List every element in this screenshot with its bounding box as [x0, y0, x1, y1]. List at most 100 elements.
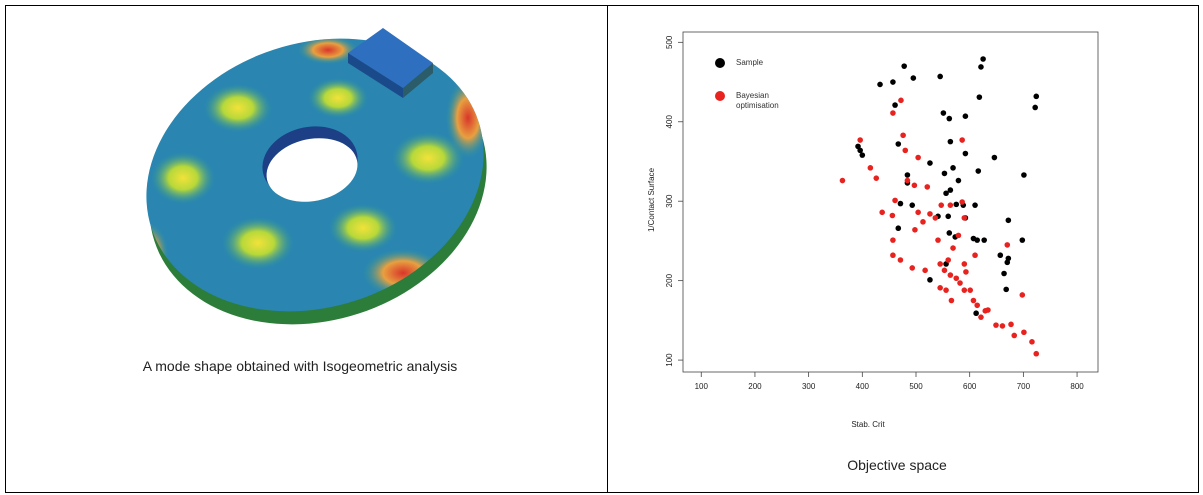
point: [1000, 323, 1006, 329]
point: [898, 98, 904, 104]
point: [1020, 237, 1026, 243]
point: [1032, 105, 1038, 111]
point: [868, 165, 874, 171]
point: [912, 183, 918, 189]
point: [901, 63, 907, 69]
x-tick-label: 700: [1017, 382, 1031, 391]
point: [997, 252, 1003, 258]
point: [948, 139, 954, 145]
x-tick-label: 400: [856, 382, 870, 391]
point: [963, 269, 969, 275]
point: [912, 227, 918, 233]
point: [972, 202, 978, 208]
point: [974, 302, 980, 308]
point: [902, 148, 908, 154]
image-caption: A mode shape obtained with Isogeometric …: [143, 358, 457, 374]
y-tick-label: 300: [665, 194, 674, 208]
point: [1008, 322, 1014, 328]
point: [953, 275, 959, 281]
point: [971, 236, 977, 242]
point: [1003, 287, 1009, 293]
point: [963, 151, 969, 157]
y-tick-label: 400: [665, 115, 674, 129]
point: [1029, 339, 1035, 345]
x-axis-label: Stab. Crit: [851, 420, 885, 429]
legend-label: Sample: [736, 58, 796, 68]
point: [971, 298, 977, 304]
point: [937, 285, 943, 291]
point: [924, 184, 930, 190]
point: [981, 237, 987, 243]
point: [946, 230, 952, 236]
point: [935, 237, 941, 243]
point: [937, 261, 943, 267]
point: [942, 171, 948, 177]
point: [1011, 333, 1017, 339]
point: [911, 75, 917, 81]
point: [933, 215, 939, 221]
point: [985, 307, 991, 313]
point: [959, 199, 965, 205]
point: [922, 268, 928, 274]
point: [927, 211, 933, 217]
x-tick-label: 200: [748, 382, 762, 391]
x-tick-label: 800: [1070, 382, 1084, 391]
point: [977, 94, 983, 100]
point: [909, 265, 915, 271]
point: [959, 137, 965, 143]
point: [962, 215, 968, 221]
point: [860, 152, 866, 158]
point: [942, 268, 948, 274]
point: [972, 252, 978, 258]
point: [890, 110, 896, 116]
point: [927, 277, 933, 283]
point: [1033, 351, 1039, 357]
point: [956, 178, 962, 184]
point: [1006, 256, 1012, 262]
point: [948, 187, 954, 193]
point: [892, 198, 898, 204]
point: [1006, 217, 1012, 223]
point: [950, 245, 956, 251]
point: [978, 64, 984, 70]
y-tick-label: 500: [665, 35, 674, 49]
point: [993, 322, 999, 328]
mode-shape-image: [8, 8, 608, 348]
point: [973, 310, 979, 316]
x-tick-label: 500: [909, 382, 923, 391]
point: [948, 202, 954, 208]
point: [978, 314, 984, 320]
point: [962, 287, 968, 293]
point: [992, 155, 998, 161]
point: [1021, 172, 1027, 178]
point: [945, 257, 951, 263]
point: [915, 210, 921, 216]
point: [879, 210, 885, 216]
point: [1004, 242, 1010, 248]
point: [1021, 329, 1027, 335]
point: [953, 202, 959, 208]
point: [980, 56, 986, 62]
point: [892, 102, 898, 108]
point: [938, 202, 944, 208]
point: [877, 82, 883, 88]
point: [957, 280, 963, 286]
point: [967, 287, 973, 293]
point: [945, 213, 951, 219]
point: [898, 257, 904, 263]
point: [905, 172, 911, 178]
point: [1033, 94, 1039, 100]
page: {"table": {"captions": ["A mode shape ob…: [0, 0, 1203, 495]
point: [857, 137, 863, 143]
point: [915, 155, 921, 161]
scatter-chart: Stab. Crit 1/Contact Surface 100 200 300 40…: [610, 8, 1200, 448]
point: [950, 165, 956, 171]
point: [1020, 292, 1026, 298]
y-tick-label: 100: [665, 353, 674, 367]
point: [909, 202, 915, 208]
x-tick-label: 600: [963, 382, 977, 391]
point: [890, 252, 896, 258]
point: [948, 272, 954, 278]
y-axis-label: 1/Contact Surface: [647, 167, 656, 232]
point: [963, 113, 969, 119]
